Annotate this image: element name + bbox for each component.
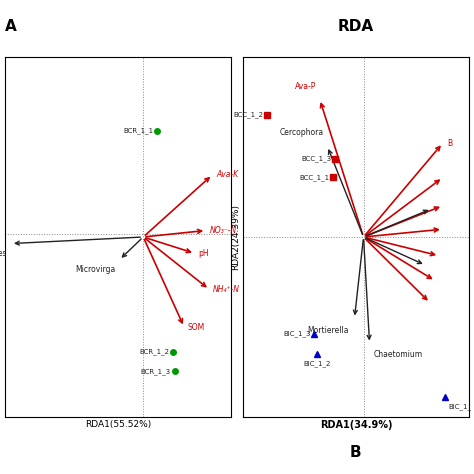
Text: BCR_1_3: BCR_1_3 — [141, 368, 171, 374]
Text: BCC_1_3: BCC_1_3 — [301, 155, 331, 162]
Text: BCR_1_2: BCR_1_2 — [140, 348, 170, 355]
X-axis label: RDA1(34.9%): RDA1(34.9%) — [319, 420, 392, 430]
Text: Ava-K: Ava-K — [216, 170, 238, 179]
Text: BCC_1_1: BCC_1_1 — [300, 174, 329, 181]
Text: RDA: RDA — [337, 19, 374, 34]
Text: B: B — [447, 138, 453, 147]
Y-axis label: RDA2(24.39%): RDA2(24.39%) — [231, 204, 240, 270]
Text: B: B — [350, 445, 361, 460]
Text: Cercophora: Cercophora — [279, 128, 323, 137]
Legend: BCC, BCR, BIC: BCC, BCR, BIC — [313, 151, 352, 191]
Text: BIC_1_2: BIC_1_2 — [303, 361, 330, 367]
Text: NO₃⁻-N: NO₃⁻-N — [210, 226, 237, 235]
X-axis label: RDA1(55.52%): RDA1(55.52%) — [85, 420, 151, 429]
Text: SOM: SOM — [188, 323, 205, 331]
Text: Microvirga: Microvirga — [75, 265, 116, 274]
Text: Mortierella: Mortierella — [307, 326, 348, 335]
Text: BCR_1_1: BCR_1_1 — [123, 127, 153, 134]
Text: Chaetomium: Chaetomium — [374, 350, 422, 359]
Text: BIC_1_: BIC_1_ — [449, 403, 472, 410]
Text: A: A — [5, 19, 17, 34]
Text: NH₄⁺-N: NH₄⁺-N — [213, 285, 240, 294]
Text: pH: pH — [199, 249, 209, 258]
Text: BCC_1_2: BCC_1_2 — [233, 111, 263, 118]
Text: dioides: dioides — [0, 249, 7, 258]
Text: Ava-P: Ava-P — [294, 82, 316, 91]
Text: BIC_1_3: BIC_1_3 — [283, 331, 310, 337]
